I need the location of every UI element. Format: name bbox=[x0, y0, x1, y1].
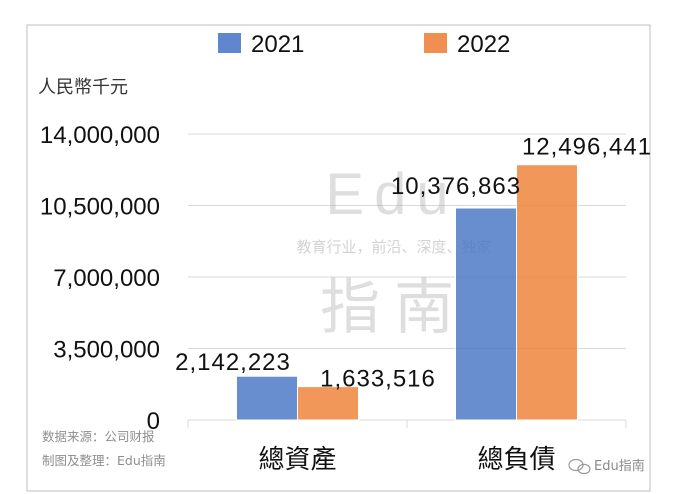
x-category-label: 總資產 bbox=[258, 445, 336, 475]
x-axis-categories: 總資產 總負債 bbox=[258, 445, 555, 475]
wechat-badge: Edu指南 bbox=[568, 458, 645, 475]
data-label: 2,142,223 bbox=[175, 349, 291, 376]
x-category-label: 總負債 bbox=[477, 445, 555, 475]
watermark-tagline: 教育行业，前沿、深度、独家 bbox=[296, 238, 491, 256]
y-axis-ticks: 0 3,500,000 7,000,000 10,500,000 14,000,000 bbox=[40, 122, 160, 435]
y-tick-label: 3,500,000 bbox=[53, 337, 160, 364]
legend-label: 2022 bbox=[457, 31, 510, 58]
wechat-icon bbox=[568, 458, 591, 475]
y-tick-label: 7,000,000 bbox=[53, 265, 160, 292]
legend-swatch bbox=[218, 33, 241, 53]
source-note-line-1: 数据来源：公司财报 bbox=[42, 429, 155, 444]
legend-swatch bbox=[424, 33, 447, 53]
bar-2021-1 bbox=[455, 207, 517, 421]
y-tick-label: 0 bbox=[147, 408, 160, 435]
data-label: 10,376,863 bbox=[391, 173, 521, 200]
wechat-badge-text: Edu指南 bbox=[594, 458, 645, 474]
y-tick-label: 10,500,000 bbox=[40, 194, 160, 221]
bar-2022-0 bbox=[297, 386, 359, 421]
y-unit-label: 人民幣千元 bbox=[38, 77, 128, 98]
data-label: 1,633,516 bbox=[320, 366, 436, 393]
watermark: Edu 教育行业，前沿、深度、独家 指南 bbox=[296, 162, 491, 343]
legend: 2021 2022 bbox=[218, 31, 510, 58]
y-tick-label: 14,000,000 bbox=[40, 122, 160, 149]
watermark-latin: Edu bbox=[325, 162, 458, 227]
source-note-line-2: 制图及整理：Edu指南 bbox=[42, 453, 166, 468]
bar-2022-1 bbox=[516, 164, 578, 421]
legend-label: 2021 bbox=[251, 31, 304, 58]
watermark-cn: 指南 bbox=[320, 273, 468, 343]
bar-2021-0 bbox=[236, 375, 298, 421]
data-label: 12,496,441 bbox=[522, 134, 652, 161]
bar-layer bbox=[236, 164, 578, 421]
